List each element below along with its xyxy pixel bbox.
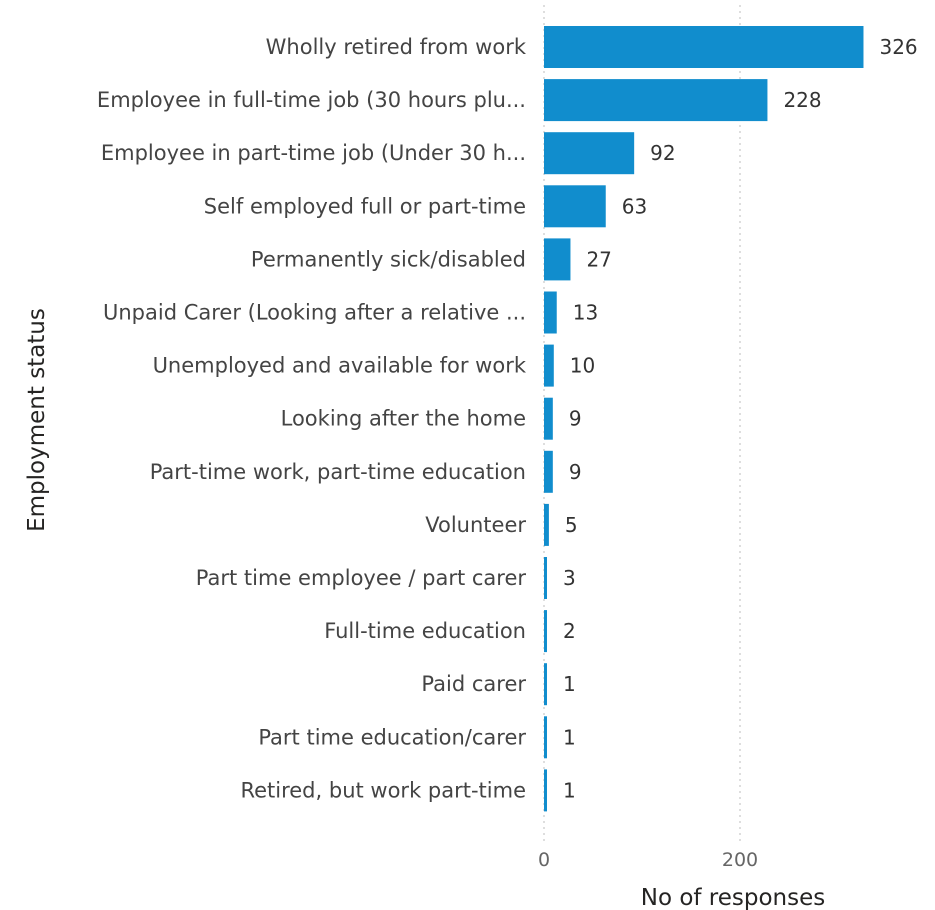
category-label: Paid carer — [421, 672, 526, 696]
bar[interactable] — [544, 344, 554, 387]
y-axis-title: Employment status — [24, 308, 50, 532]
data-label: 1 — [563, 725, 576, 749]
data-label: 9 — [569, 407, 582, 431]
bar[interactable] — [544, 503, 549, 546]
data-label: 13 — [573, 301, 598, 325]
data-label: 1 — [563, 778, 576, 802]
bar[interactable] — [544, 769, 547, 812]
category-label: Self employed full or part-time — [204, 194, 526, 218]
bar[interactable] — [544, 238, 571, 281]
bar[interactable] — [544, 610, 547, 653]
bar[interactable] — [544, 185, 606, 228]
data-label: 9 — [569, 460, 582, 484]
value-labels: 326 228 92 63 27 13 10 9 9 5 3 2 1 1 1 — [563, 35, 918, 802]
bar[interactable] — [544, 79, 768, 122]
data-label: 2 — [563, 619, 576, 643]
data-label: 27 — [586, 247, 611, 271]
category-label: Unemployed and available for work — [153, 354, 527, 378]
bar[interactable] — [544, 132, 635, 175]
data-label: 228 — [783, 88, 821, 112]
category-label: Employee in full-time job (30 hours plu.… — [97, 88, 526, 112]
category-label: Unpaid Carer (Looking after a relative .… — [103, 301, 526, 325]
category-label: Looking after the home — [281, 407, 526, 431]
bar[interactable] — [544, 397, 553, 440]
x-axis-title: No of responses — [641, 885, 826, 910]
category-label: Part time education/carer — [258, 725, 526, 749]
x-tick-label: 200 — [722, 849, 758, 871]
category-label: Full-time education — [324, 619, 526, 643]
bar[interactable] — [544, 663, 547, 706]
x-tick-label: 0 — [538, 849, 550, 871]
category-label: Permanently sick/disabled — [251, 247, 526, 271]
category-label: Wholly retired from work — [266, 35, 527, 59]
category-label: Part-time work, part-time education — [150, 460, 526, 484]
x-tick-labels: 0 200 — [538, 849, 758, 871]
data-label: 3 — [563, 566, 576, 590]
category-labels: Wholly retired from work Employee in full… — [97, 35, 527, 802]
data-label: 5 — [565, 513, 578, 537]
category-label: Part time employee / part carer — [196, 566, 527, 590]
bar[interactable] — [544, 450, 553, 493]
data-label: 326 — [879, 35, 917, 59]
bar[interactable] — [544, 291, 557, 334]
category-label: Employee in part-time job (Under 30 h... — [101, 141, 526, 165]
data-label: 92 — [650, 141, 675, 165]
bars — [544, 26, 864, 812]
data-label: 63 — [622, 194, 647, 218]
data-label: 10 — [570, 354, 595, 378]
bar[interactable] — [544, 557, 547, 599]
bar[interactable] — [544, 716, 547, 759]
category-label: Volunteer — [425, 513, 526, 537]
category-label: Retired, but work part-time — [240, 778, 526, 802]
data-label: 1 — [563, 672, 576, 696]
bar[interactable] — [544, 26, 864, 68]
